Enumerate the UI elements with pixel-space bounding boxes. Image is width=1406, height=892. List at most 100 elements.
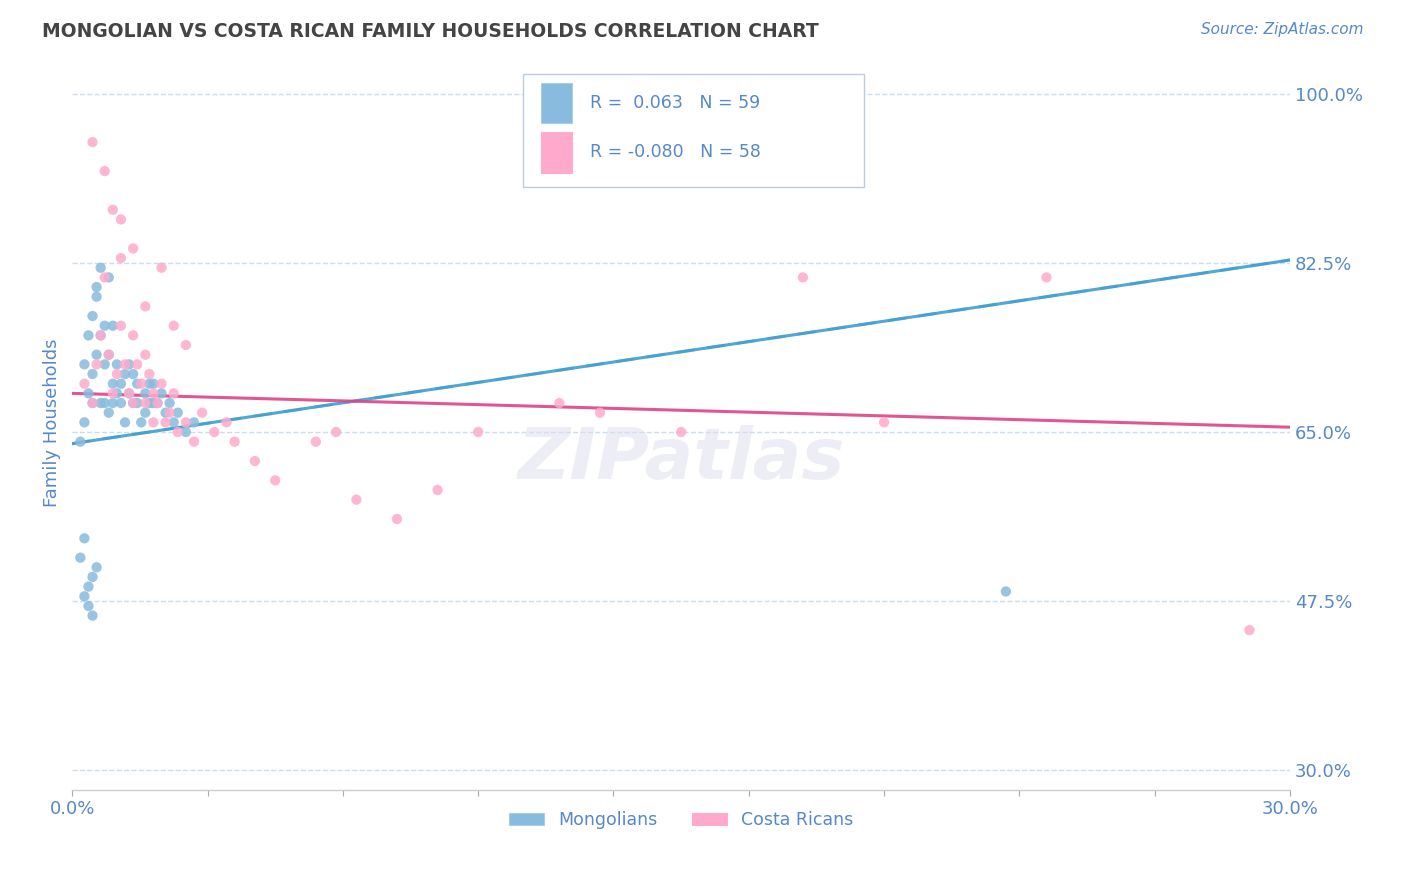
Point bbox=[467, 425, 489, 439]
Point bbox=[202, 425, 225, 439]
Point bbox=[669, 425, 692, 439]
Point bbox=[127, 396, 149, 410]
Point bbox=[101, 396, 124, 410]
Point bbox=[82, 396, 104, 410]
Point bbox=[1035, 270, 1057, 285]
Point bbox=[122, 396, 145, 410]
Point bbox=[86, 348, 108, 362]
Point bbox=[93, 396, 115, 410]
Point bbox=[82, 309, 104, 323]
Point bbox=[183, 434, 205, 449]
Point bbox=[93, 164, 115, 178]
Point bbox=[142, 386, 165, 401]
FancyBboxPatch shape bbox=[541, 83, 571, 123]
Point bbox=[134, 299, 156, 313]
Point bbox=[122, 328, 145, 343]
Point bbox=[191, 406, 214, 420]
Point bbox=[101, 318, 124, 333]
Point bbox=[97, 270, 120, 285]
Point bbox=[134, 348, 156, 362]
Point bbox=[90, 260, 112, 275]
Point bbox=[93, 357, 115, 371]
Point bbox=[146, 396, 169, 410]
Point bbox=[138, 367, 160, 381]
Text: ZIPatlas: ZIPatlas bbox=[517, 425, 845, 493]
Point bbox=[264, 473, 287, 487]
Point bbox=[138, 376, 160, 391]
Point bbox=[159, 406, 181, 420]
Point bbox=[93, 270, 115, 285]
Point bbox=[127, 357, 149, 371]
Point bbox=[150, 260, 173, 275]
Point bbox=[426, 483, 449, 497]
Point bbox=[385, 512, 408, 526]
Point bbox=[243, 454, 266, 468]
Point bbox=[110, 396, 132, 410]
Point bbox=[183, 415, 205, 429]
Point bbox=[73, 415, 96, 429]
Point bbox=[142, 376, 165, 391]
Point bbox=[73, 589, 96, 603]
Point bbox=[114, 357, 136, 371]
Point bbox=[122, 396, 145, 410]
Point bbox=[792, 270, 814, 285]
FancyBboxPatch shape bbox=[523, 73, 863, 187]
Point bbox=[163, 318, 186, 333]
Point bbox=[155, 415, 177, 429]
Point bbox=[118, 386, 141, 401]
Point bbox=[215, 415, 238, 429]
Point bbox=[90, 328, 112, 343]
Legend: Mongolians, Costa Ricans: Mongolians, Costa Ricans bbox=[502, 804, 860, 836]
Point bbox=[166, 406, 188, 420]
Point bbox=[155, 406, 177, 420]
Point bbox=[82, 570, 104, 584]
Point bbox=[344, 492, 367, 507]
Point bbox=[69, 434, 91, 449]
Point bbox=[122, 241, 145, 255]
Point bbox=[77, 599, 100, 613]
Point bbox=[122, 367, 145, 381]
Point bbox=[73, 376, 96, 391]
Point bbox=[110, 376, 132, 391]
Point bbox=[105, 357, 128, 371]
Point bbox=[174, 338, 197, 352]
Point bbox=[69, 550, 91, 565]
Text: MONGOLIAN VS COSTA RICAN FAMILY HOUSEHOLDS CORRELATION CHART: MONGOLIAN VS COSTA RICAN FAMILY HOUSEHOL… bbox=[42, 22, 818, 41]
Point bbox=[90, 396, 112, 410]
Point bbox=[73, 357, 96, 371]
Point bbox=[142, 415, 165, 429]
Point bbox=[224, 434, 246, 449]
Point bbox=[110, 212, 132, 227]
Point bbox=[146, 396, 169, 410]
Point bbox=[129, 376, 152, 391]
Point bbox=[134, 396, 156, 410]
Point bbox=[77, 386, 100, 401]
Point bbox=[101, 386, 124, 401]
Point bbox=[174, 425, 197, 439]
Point bbox=[105, 386, 128, 401]
Point bbox=[325, 425, 347, 439]
Text: R = -0.080   N = 58: R = -0.080 N = 58 bbox=[589, 143, 761, 161]
Point bbox=[134, 386, 156, 401]
Y-axis label: Family Households: Family Households bbox=[44, 338, 60, 507]
Point bbox=[138, 396, 160, 410]
Point bbox=[589, 406, 612, 420]
Point bbox=[142, 396, 165, 410]
Point bbox=[159, 396, 181, 410]
Point bbox=[174, 415, 197, 429]
Point bbox=[548, 396, 571, 410]
Point bbox=[118, 386, 141, 401]
Point bbox=[97, 348, 120, 362]
Point bbox=[77, 328, 100, 343]
Point bbox=[90, 328, 112, 343]
Point bbox=[82, 396, 104, 410]
Point bbox=[150, 386, 173, 401]
Point bbox=[97, 348, 120, 362]
Point bbox=[305, 434, 328, 449]
Point bbox=[110, 251, 132, 265]
Text: Source: ZipAtlas.com: Source: ZipAtlas.com bbox=[1201, 22, 1364, 37]
Point bbox=[86, 560, 108, 574]
Text: R =  0.063   N = 59: R = 0.063 N = 59 bbox=[589, 94, 761, 112]
Point bbox=[114, 367, 136, 381]
Point bbox=[105, 367, 128, 381]
